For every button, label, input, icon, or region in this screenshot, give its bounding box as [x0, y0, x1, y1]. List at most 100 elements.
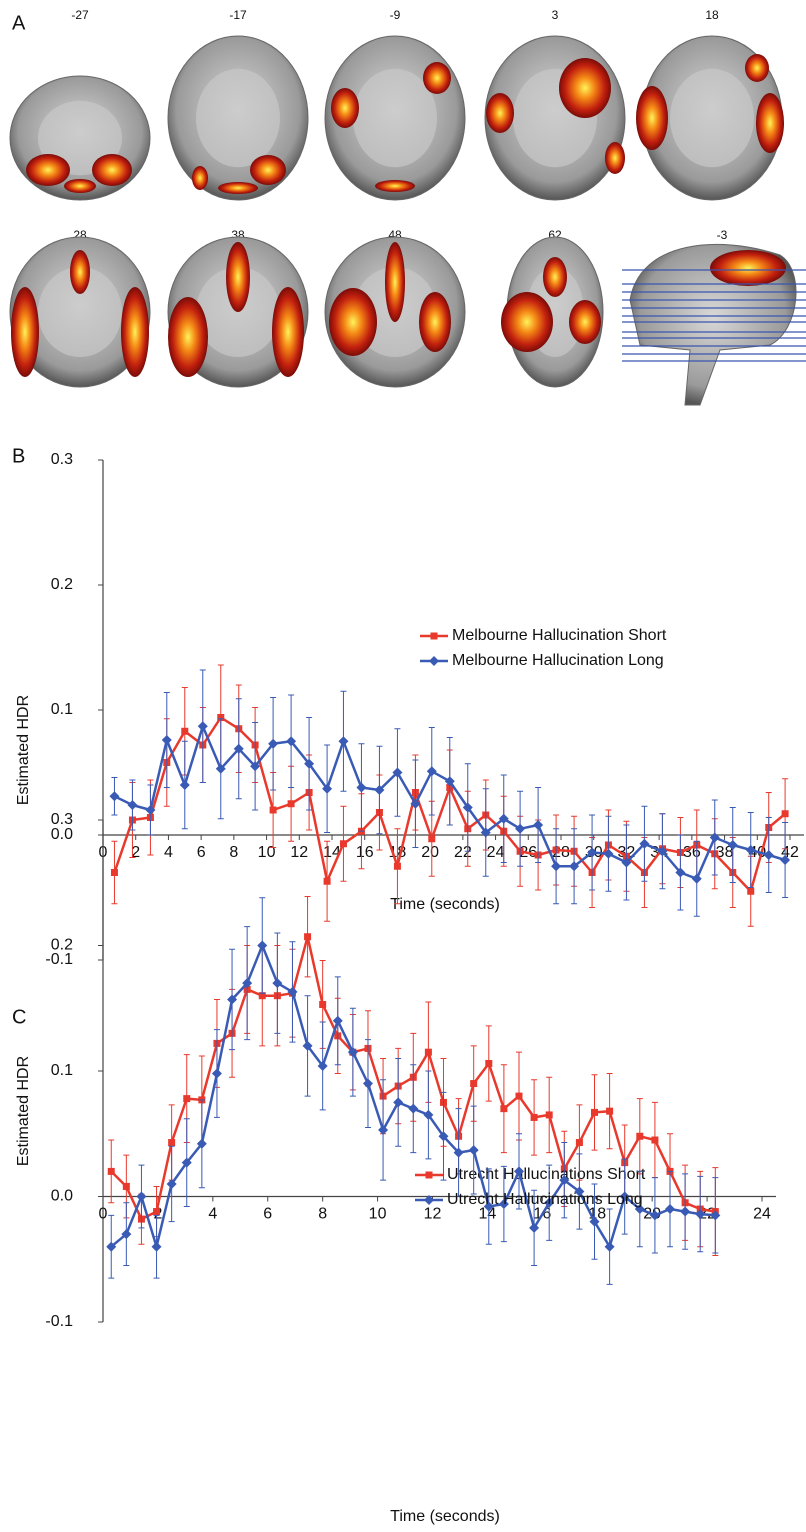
x-tick-label: 4: [164, 844, 173, 861]
legend-label: Melbourne Hallucination Long: [452, 652, 664, 669]
marker: [392, 767, 403, 778]
marker: [272, 978, 283, 989]
marker: [651, 1136, 659, 1144]
activation: [70, 250, 90, 294]
activation: [226, 242, 250, 312]
marker: [242, 978, 253, 989]
activation: [605, 142, 625, 174]
marker: [589, 1216, 600, 1227]
y-tick-label: -0.1: [45, 951, 73, 968]
marker: [322, 783, 333, 794]
marker: [709, 832, 720, 843]
marker: [374, 785, 385, 795]
marker: [302, 1040, 313, 1051]
marker: [675, 867, 686, 878]
activation: [375, 180, 415, 192]
marker: [498, 813, 509, 824]
marker: [636, 1132, 644, 1140]
marker: [153, 1208, 161, 1216]
panel-label: B: [12, 445, 25, 467]
marker: [428, 835, 436, 843]
marker: [287, 986, 298, 997]
marker: [393, 862, 401, 870]
y-tick-label: 0.3: [51, 811, 73, 828]
activation: [423, 62, 451, 94]
x-tick-label: 0: [99, 1206, 108, 1223]
y-tick-label: 0.1: [51, 1062, 73, 1079]
activation: [756, 93, 784, 153]
marker: [319, 1000, 327, 1008]
y-tick-label: 0.0: [51, 1188, 73, 1205]
marker: [529, 1222, 540, 1233]
marker: [122, 1182, 130, 1190]
x-tick-label: 12: [290, 844, 308, 861]
marker: [621, 857, 632, 868]
activation: [26, 154, 70, 186]
x-tick-label: 6: [197, 844, 206, 861]
panel-label: C: [12, 1006, 26, 1028]
marker: [378, 1124, 389, 1135]
marker: [217, 714, 225, 721]
marker: [424, 1048, 432, 1056]
marker: [332, 1015, 343, 1026]
marker: [106, 1241, 117, 1252]
y-tick-label: -0.1: [45, 1313, 73, 1330]
activation: [121, 287, 149, 377]
legend-marker: [429, 656, 439, 666]
y-tick-label: 0.1: [51, 701, 73, 718]
marker: [545, 1111, 553, 1119]
marker: [438, 1131, 449, 1142]
activation: [331, 88, 359, 128]
x-tick-label: 20: [421, 844, 439, 861]
marker: [462, 802, 473, 813]
marker: [196, 1138, 207, 1149]
panel-label: A: [12, 12, 26, 34]
marker: [781, 810, 789, 818]
brain-inner: [196, 68, 280, 168]
y-tick-label: 0.3: [51, 451, 73, 468]
slice-label: -27: [71, 8, 89, 22]
legend-marker: [424, 1195, 434, 1205]
marker: [323, 877, 331, 885]
marker: [513, 1166, 524, 1177]
marker: [634, 1204, 645, 1215]
marker: [110, 869, 118, 876]
marker: [181, 1157, 192, 1168]
x-tick-label: 14: [479, 1206, 497, 1223]
marker: [145, 805, 156, 815]
x-tick-label: 24: [753, 1206, 771, 1223]
marker: [639, 838, 650, 849]
marker: [215, 763, 226, 774]
slice-label: 18: [705, 8, 719, 22]
activation: [543, 257, 567, 297]
y-axis-title: Estimated HDR: [15, 695, 32, 805]
chart: -0.10.00.10.20.3024681012141618202224Tim…: [15, 811, 776, 1525]
marker: [168, 1139, 176, 1147]
activation: [569, 300, 601, 344]
marker: [304, 758, 315, 769]
marker: [559, 1175, 570, 1186]
x-tick-label: 10: [369, 1206, 387, 1223]
marker: [304, 933, 312, 941]
marker: [680, 1206, 691, 1217]
marker: [569, 861, 580, 872]
marker: [470, 1080, 478, 1088]
marker: [604, 1241, 615, 1252]
marker: [619, 1191, 630, 1202]
marker: [780, 855, 791, 865]
activation: [385, 242, 405, 322]
marker: [649, 1210, 660, 1221]
marker: [515, 823, 526, 834]
activation: [192, 166, 208, 190]
activation: [745, 54, 769, 82]
marker: [591, 1108, 599, 1116]
x-tick-label: 10: [258, 844, 276, 861]
x-tick-label: 6: [263, 1206, 272, 1223]
x-tick-label: 38: [716, 844, 734, 861]
marker: [211, 1068, 222, 1079]
x-tick-label: 8: [318, 1206, 327, 1223]
marker: [695, 1209, 706, 1220]
x-tick-label: 24: [487, 844, 505, 861]
marker: [423, 1109, 434, 1120]
y-axis-title: Estimated HDR: [15, 1056, 32, 1166]
